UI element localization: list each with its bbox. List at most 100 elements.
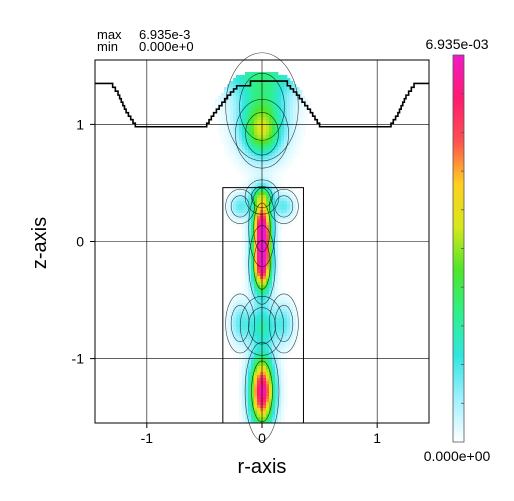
heat-cell	[275, 237, 279, 241]
contour-lines	[225, 52, 299, 441]
heat-cell	[284, 201, 288, 205]
heat-cell	[278, 114, 282, 118]
heat-cell	[263, 420, 267, 424]
heat-cell	[272, 138, 276, 142]
heat-cell	[290, 144, 294, 148]
heat-cell	[266, 87, 270, 91]
heat-cell	[290, 318, 294, 322]
heat-cell	[278, 159, 282, 163]
heat-cell	[242, 399, 246, 403]
heat-cell	[275, 399, 279, 403]
heat-cell	[296, 207, 300, 211]
heat-cell	[251, 303, 255, 307]
heat-cell	[239, 216, 243, 220]
heat-cell	[269, 381, 273, 385]
heat-cell	[269, 75, 273, 79]
heat-cell	[227, 156, 231, 160]
heat-cell	[278, 168, 282, 172]
heat-cell	[242, 75, 246, 79]
heat-cell	[284, 396, 288, 400]
heat-cell	[227, 339, 231, 343]
heat-cell	[251, 132, 255, 136]
heat-cell	[275, 225, 279, 229]
grid-lines	[95, 60, 429, 423]
heat-cell	[263, 183, 267, 187]
heat-cell	[269, 207, 273, 211]
heat-cell	[269, 369, 273, 373]
heat-cell	[230, 126, 234, 130]
heat-cell	[239, 78, 243, 82]
heat-cell	[281, 345, 285, 349]
heat-cell	[278, 318, 282, 322]
heat-cell	[269, 339, 273, 343]
heat-cell	[275, 159, 279, 163]
heat-cell	[263, 354, 267, 358]
heat-cell	[293, 156, 297, 160]
heat-cell	[257, 216, 261, 220]
heat-cell	[290, 351, 294, 355]
heat-cell	[248, 201, 252, 205]
heat-cell	[284, 330, 288, 334]
heat-cell	[248, 282, 252, 286]
heat-cell	[245, 192, 249, 196]
heat-cell	[239, 201, 243, 205]
heat-cell	[239, 87, 243, 91]
heat-cell	[242, 273, 246, 277]
heat-cell	[299, 135, 303, 139]
heat-cell	[269, 315, 273, 319]
heat-cell	[230, 321, 234, 325]
heat-cell	[278, 255, 282, 259]
heat-cell	[239, 369, 243, 373]
heat-cell	[284, 399, 288, 403]
heat-cell	[257, 267, 261, 271]
heat-cell	[269, 159, 273, 163]
heat-cell	[275, 246, 279, 250]
heat-cell	[230, 198, 234, 202]
heat-cell	[242, 189, 246, 193]
heat-cell	[257, 189, 261, 193]
heat-cell	[233, 135, 237, 139]
heat-cell	[266, 198, 270, 202]
heat-cell	[242, 336, 246, 340]
heat-cell	[263, 294, 267, 298]
contour-line	[251, 360, 273, 423]
heat-cell	[284, 384, 288, 388]
heat-cell	[278, 300, 282, 304]
heat-cell	[248, 276, 252, 280]
heat-cell	[254, 381, 258, 385]
heat-cell	[251, 219, 255, 223]
heat-cell	[245, 219, 249, 223]
heat-cell	[293, 120, 297, 124]
heat-cell	[242, 204, 246, 208]
heat-cell	[266, 195, 270, 199]
heat-cell	[290, 192, 294, 196]
heat-cell	[272, 366, 276, 370]
heat-cell	[242, 171, 246, 175]
heat-cell	[263, 222, 267, 226]
heat-cell	[248, 291, 252, 295]
heat-cell	[281, 171, 285, 175]
heat-cell	[233, 318, 237, 322]
heat-cell	[218, 99, 222, 103]
heat-cell	[236, 216, 240, 220]
heat-cell	[284, 333, 288, 337]
heat-cell	[248, 99, 252, 103]
heat-cell	[281, 135, 285, 139]
heat-cell	[278, 96, 282, 100]
heat-cell	[233, 207, 237, 211]
heat-cell	[224, 96, 228, 100]
heat-cell	[236, 300, 240, 304]
heat-cell	[254, 219, 258, 223]
contour-line	[225, 52, 299, 162]
heat-cell	[239, 405, 243, 409]
heat-cell	[281, 96, 285, 100]
heat-cell	[284, 300, 288, 304]
contour-line	[230, 195, 250, 218]
heat-cell	[239, 189, 243, 193]
heat-cell	[242, 312, 246, 316]
heat-cell	[245, 246, 249, 250]
heat-cell	[230, 309, 234, 313]
heat-cell	[242, 300, 246, 304]
heat-cell	[236, 327, 240, 331]
heat-cell	[293, 192, 297, 196]
